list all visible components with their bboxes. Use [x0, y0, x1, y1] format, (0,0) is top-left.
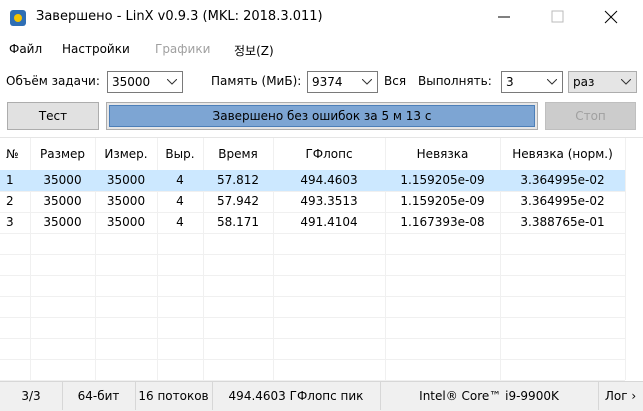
table-cell[interactable]: 57.942	[217, 194, 259, 208]
table-cell[interactable]: 35000	[106, 173, 146, 187]
table-cell[interactable]: 4	[176, 173, 184, 187]
status-field: 3/3	[0, 382, 63, 410]
menu-item[interactable]: Графики	[155, 42, 211, 56]
table-cell[interactable]: 57.812	[217, 173, 259, 187]
column-divider	[500, 138, 501, 380]
column-header[interactable]: №	[6, 147, 19, 161]
status-field: Intel® Core™ i9-9900K	[380, 382, 599, 410]
progress-text: Завершено без ошибок за 5 м 13 с	[109, 105, 535, 127]
column-header[interactable]: Невязка	[416, 147, 469, 161]
status-field: 16 потоков	[135, 382, 213, 410]
column-header[interactable]: ГФлопс	[305, 147, 353, 161]
table-cell[interactable]: 1.167393e-08	[400, 215, 485, 229]
all-label: Вся	[384, 74, 407, 88]
menu-item[interactable]: 정보(Z)	[234, 44, 274, 58]
table-cell[interactable]: 35000	[106, 194, 146, 208]
runs-label: Выполнять:	[418, 74, 492, 88]
status-field[interactable]: Лог ›	[604, 389, 637, 403]
row-divider	[0, 338, 625, 339]
column-divider	[157, 138, 158, 380]
runs-value: 3	[506, 75, 514, 89]
table-cell[interactable]: 35000	[43, 194, 82, 208]
column-divider	[385, 138, 386, 380]
row-divider	[0, 254, 625, 255]
column-header[interactable]: Выр.	[165, 147, 195, 161]
column-divider	[95, 138, 96, 380]
test-button[interactable]: Тест	[7, 102, 99, 130]
runs-unit-combo[interactable]: раз	[568, 71, 637, 93]
column-header[interactable]: Размер	[39, 147, 86, 161]
table-cell[interactable]: 4	[176, 215, 184, 229]
column-header[interactable]: Измер.	[104, 147, 148, 161]
size-value: 35000	[112, 75, 151, 89]
table-cell[interactable]: 491.4104	[300, 215, 358, 229]
table-cell[interactable]: 35000	[106, 215, 146, 229]
row-divider	[0, 275, 625, 276]
menu-item[interactable]: Файл	[9, 42, 43, 56]
runs-combo[interactable]: 3	[501, 71, 563, 93]
table-cell[interactable]: 1.159205e-09	[400, 173, 485, 187]
memory-value: 9374	[312, 75, 343, 89]
table-cell[interactable]: 494.4603	[300, 173, 358, 187]
row-divider	[0, 296, 625, 297]
memory-combo[interactable]: 9374	[307, 71, 378, 93]
row-divider	[0, 191, 625, 192]
table-cell[interactable]: 1.159205e-09	[400, 194, 485, 208]
row-divider	[0, 233, 625, 234]
table-cell[interactable]: 4	[176, 194, 184, 208]
stop-button[interactable]: Стоп	[545, 102, 636, 130]
row-divider	[0, 317, 625, 318]
row-divider	[0, 212, 625, 213]
window-controls[interactable]	[480, 0, 643, 34]
runs-unit: раз	[573, 75, 595, 89]
table-cell[interactable]: 35000	[43, 215, 82, 229]
column-divider	[30, 138, 31, 380]
column-divider	[203, 138, 204, 380]
column-divider	[273, 138, 274, 380]
table-cell[interactable]: 35000	[43, 173, 82, 187]
menu-bar: Файл Настройки Графики 정보(Z)	[0, 38, 643, 60]
table-cell[interactable]: 58.171	[217, 215, 259, 229]
size-combo[interactable]: 35000	[107, 71, 183, 93]
memory-label: Память (МиБ):	[211, 74, 302, 88]
menu-item[interactable]: Настройки	[62, 42, 130, 56]
table-cell[interactable]: 493.3513	[300, 194, 358, 208]
status-field: 64-бит	[62, 382, 136, 410]
size-label: Объём задачи:	[6, 74, 100, 88]
status-field: 494.4603 ГФлопс пик	[212, 382, 381, 410]
row-divider	[0, 359, 625, 360]
table-cell[interactable]: 1	[6, 173, 14, 187]
selected-row	[0, 170, 625, 191]
table-cell[interactable]: 2	[6, 194, 14, 208]
table-cell[interactable]: 3	[6, 215, 14, 229]
row-divider	[0, 380, 625, 381]
table-cell[interactable]: 3.364995e-02	[520, 173, 605, 187]
table-cell[interactable]: 3.364995e-02	[520, 194, 605, 208]
column-divider	[625, 138, 626, 380]
progress-bar: Завершено без ошибок за 5 м 13 с	[106, 102, 538, 130]
app-icon	[10, 10, 26, 26]
column-header[interactable]: Время	[218, 147, 258, 161]
table-cell[interactable]: 3.388765e-01	[520, 215, 605, 229]
column-header[interactable]: Невязка (норм.)	[512, 147, 613, 161]
window-title: Завершено - LinX v0.9.3 (MKL: 2018.3.011…	[36, 9, 323, 24]
